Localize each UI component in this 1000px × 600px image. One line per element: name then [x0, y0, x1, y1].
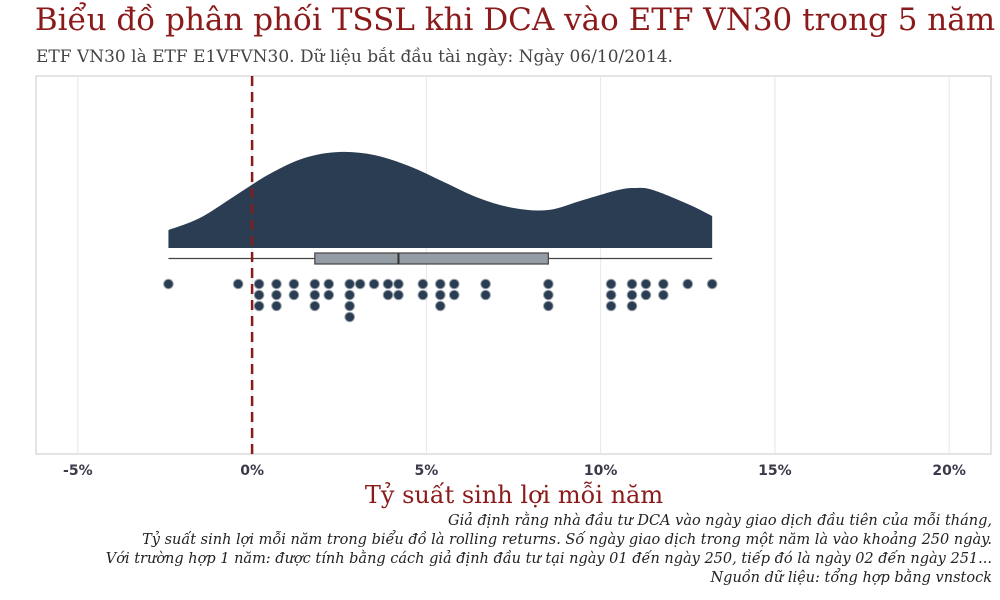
- data-point: [543, 300, 554, 312]
- data-point: [626, 289, 638, 301]
- data-point: [323, 278, 335, 290]
- data-point: [640, 289, 652, 301]
- data-point: [253, 289, 265, 301]
- data-point: [393, 289, 404, 301]
- grid: [77, 76, 950, 454]
- box-iqr: [314, 252, 549, 265]
- note-line: Giả định rằng nhà đầu tư DCA vào ngày gi…: [448, 513, 992, 529]
- data-point: [253, 278, 265, 290]
- data-point: [706, 278, 718, 290]
- data-point: [435, 289, 446, 301]
- data-point: [344, 311, 355, 323]
- data-point: [309, 289, 321, 301]
- data-point: [605, 278, 617, 290]
- data-point: [682, 278, 694, 290]
- data-point: [626, 278, 638, 290]
- data-point: [323, 289, 335, 301]
- data-point: [448, 278, 460, 290]
- x-tick-label: -5%: [63, 463, 93, 479]
- points-layer: [163, 278, 718, 323]
- data-point: [480, 278, 491, 290]
- chart-subtitle: ETF VN30 là ETF E1VFVN30. Dữ liệu bắt đầ…: [36, 47, 673, 67]
- data-point: [543, 278, 554, 290]
- data-point: [271, 289, 282, 301]
- data-point: [626, 300, 638, 312]
- data-point: [417, 289, 429, 301]
- note-line: Nguồn dữ liệu: tổng hợp bằng vnstock: [710, 570, 992, 586]
- data-point: [658, 289, 669, 301]
- x-tick-label: 10%: [584, 463, 618, 479]
- plot-frame: [35, 75, 992, 455]
- x-tick-label: 20%: [932, 463, 966, 479]
- note-line: Tỷ suất sinh lợi mỗi năm trong biểu đồ l…: [142, 532, 992, 548]
- x-tick-label: 0%: [240, 463, 264, 479]
- x-tick-label: 15%: [758, 463, 792, 479]
- data-point: [368, 278, 380, 290]
- data-point: [271, 278, 282, 290]
- data-point: [640, 278, 652, 290]
- x-axis-label: Tỷ suất sinh lợi mỗi năm: [365, 481, 663, 509]
- data-point: [393, 278, 404, 290]
- footnotes: Giả định rằng nhà đầu tư DCA vào ngày gi…: [106, 512, 992, 588]
- data-point: [435, 300, 446, 312]
- data-point: [344, 278, 355, 290]
- data-point: [288, 278, 300, 290]
- note-line: Với trường hợp 1 năm: được tính bằng các…: [105, 551, 992, 567]
- data-point: [344, 300, 355, 312]
- data-point: [163, 278, 174, 290]
- data-point: [480, 289, 491, 301]
- data-point: [605, 300, 617, 312]
- data-point: [382, 278, 394, 290]
- data-point: [605, 289, 617, 301]
- x-axis-ticks: -5% 0% 5% 10% 15% 20%: [63, 463, 966, 479]
- chart-title: Biểu đồ phân phối TSSL khi DCA vào ETF V…: [34, 2, 996, 38]
- data-point: [253, 300, 265, 312]
- density-layer: [168, 151, 713, 248]
- data-point: [382, 289, 394, 301]
- box-layer: [168, 252, 713, 265]
- x-tick-label: 5%: [414, 463, 438, 479]
- data-point: [309, 278, 321, 290]
- data-point: [435, 278, 446, 290]
- data-point: [354, 278, 366, 290]
- data-point: [417, 278, 429, 290]
- data-point: [232, 278, 244, 290]
- data-point: [309, 300, 321, 312]
- density-area: [168, 151, 713, 248]
- data-point: [448, 289, 460, 301]
- data-point: [271, 300, 282, 312]
- data-point: [658, 278, 669, 290]
- data-point: [288, 289, 300, 301]
- data-point: [543, 289, 554, 301]
- data-point: [344, 289, 355, 301]
